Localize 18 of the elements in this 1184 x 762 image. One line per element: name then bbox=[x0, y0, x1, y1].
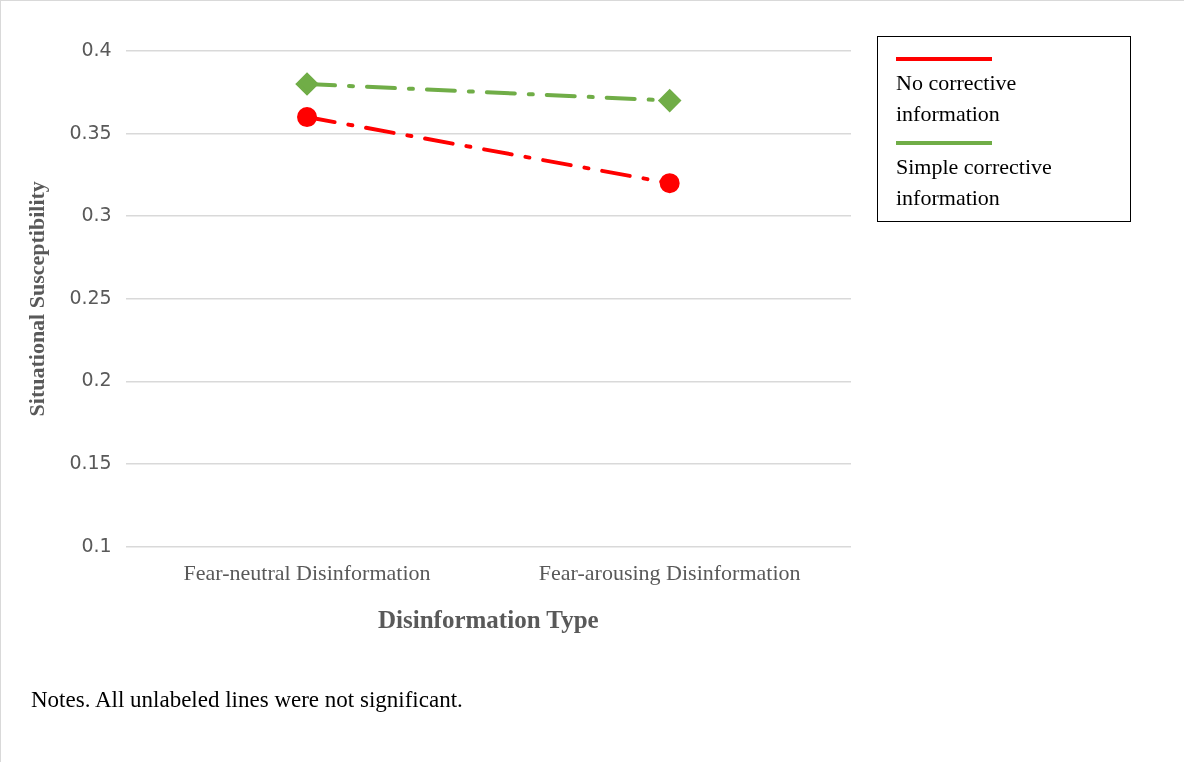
y-tick-label: 0.35 bbox=[69, 120, 112, 143]
y-axis-title: Situational Susceptibility bbox=[23, 181, 49, 417]
y-tick-label: 0.15 bbox=[69, 450, 112, 473]
legend-label: Simple corrective information bbox=[896, 153, 1053, 212]
x-axis-title: Disinformation Type bbox=[378, 606, 599, 634]
point bbox=[659, 173, 680, 194]
x-tick-label: Fear-neutral Disinformation bbox=[183, 559, 431, 585]
y-tick-label: 0.1 bbox=[81, 533, 112, 556]
point bbox=[296, 73, 319, 96]
y-tick-label: 0.3 bbox=[81, 203, 112, 226]
point bbox=[658, 89, 681, 112]
y-tick-label: 0.25 bbox=[69, 285, 112, 308]
text: Notes. All unlabeled lines were not significant. bbox=[31, 687, 463, 713]
y-tick-label: 0.2 bbox=[81, 368, 112, 391]
x-tick-label: Fear-arousing Disinformation bbox=[538, 559, 801, 585]
y-tick-label: 0.4 bbox=[81, 37, 112, 60]
legend-label: No corrective information bbox=[896, 69, 1018, 128]
point bbox=[297, 107, 318, 128]
